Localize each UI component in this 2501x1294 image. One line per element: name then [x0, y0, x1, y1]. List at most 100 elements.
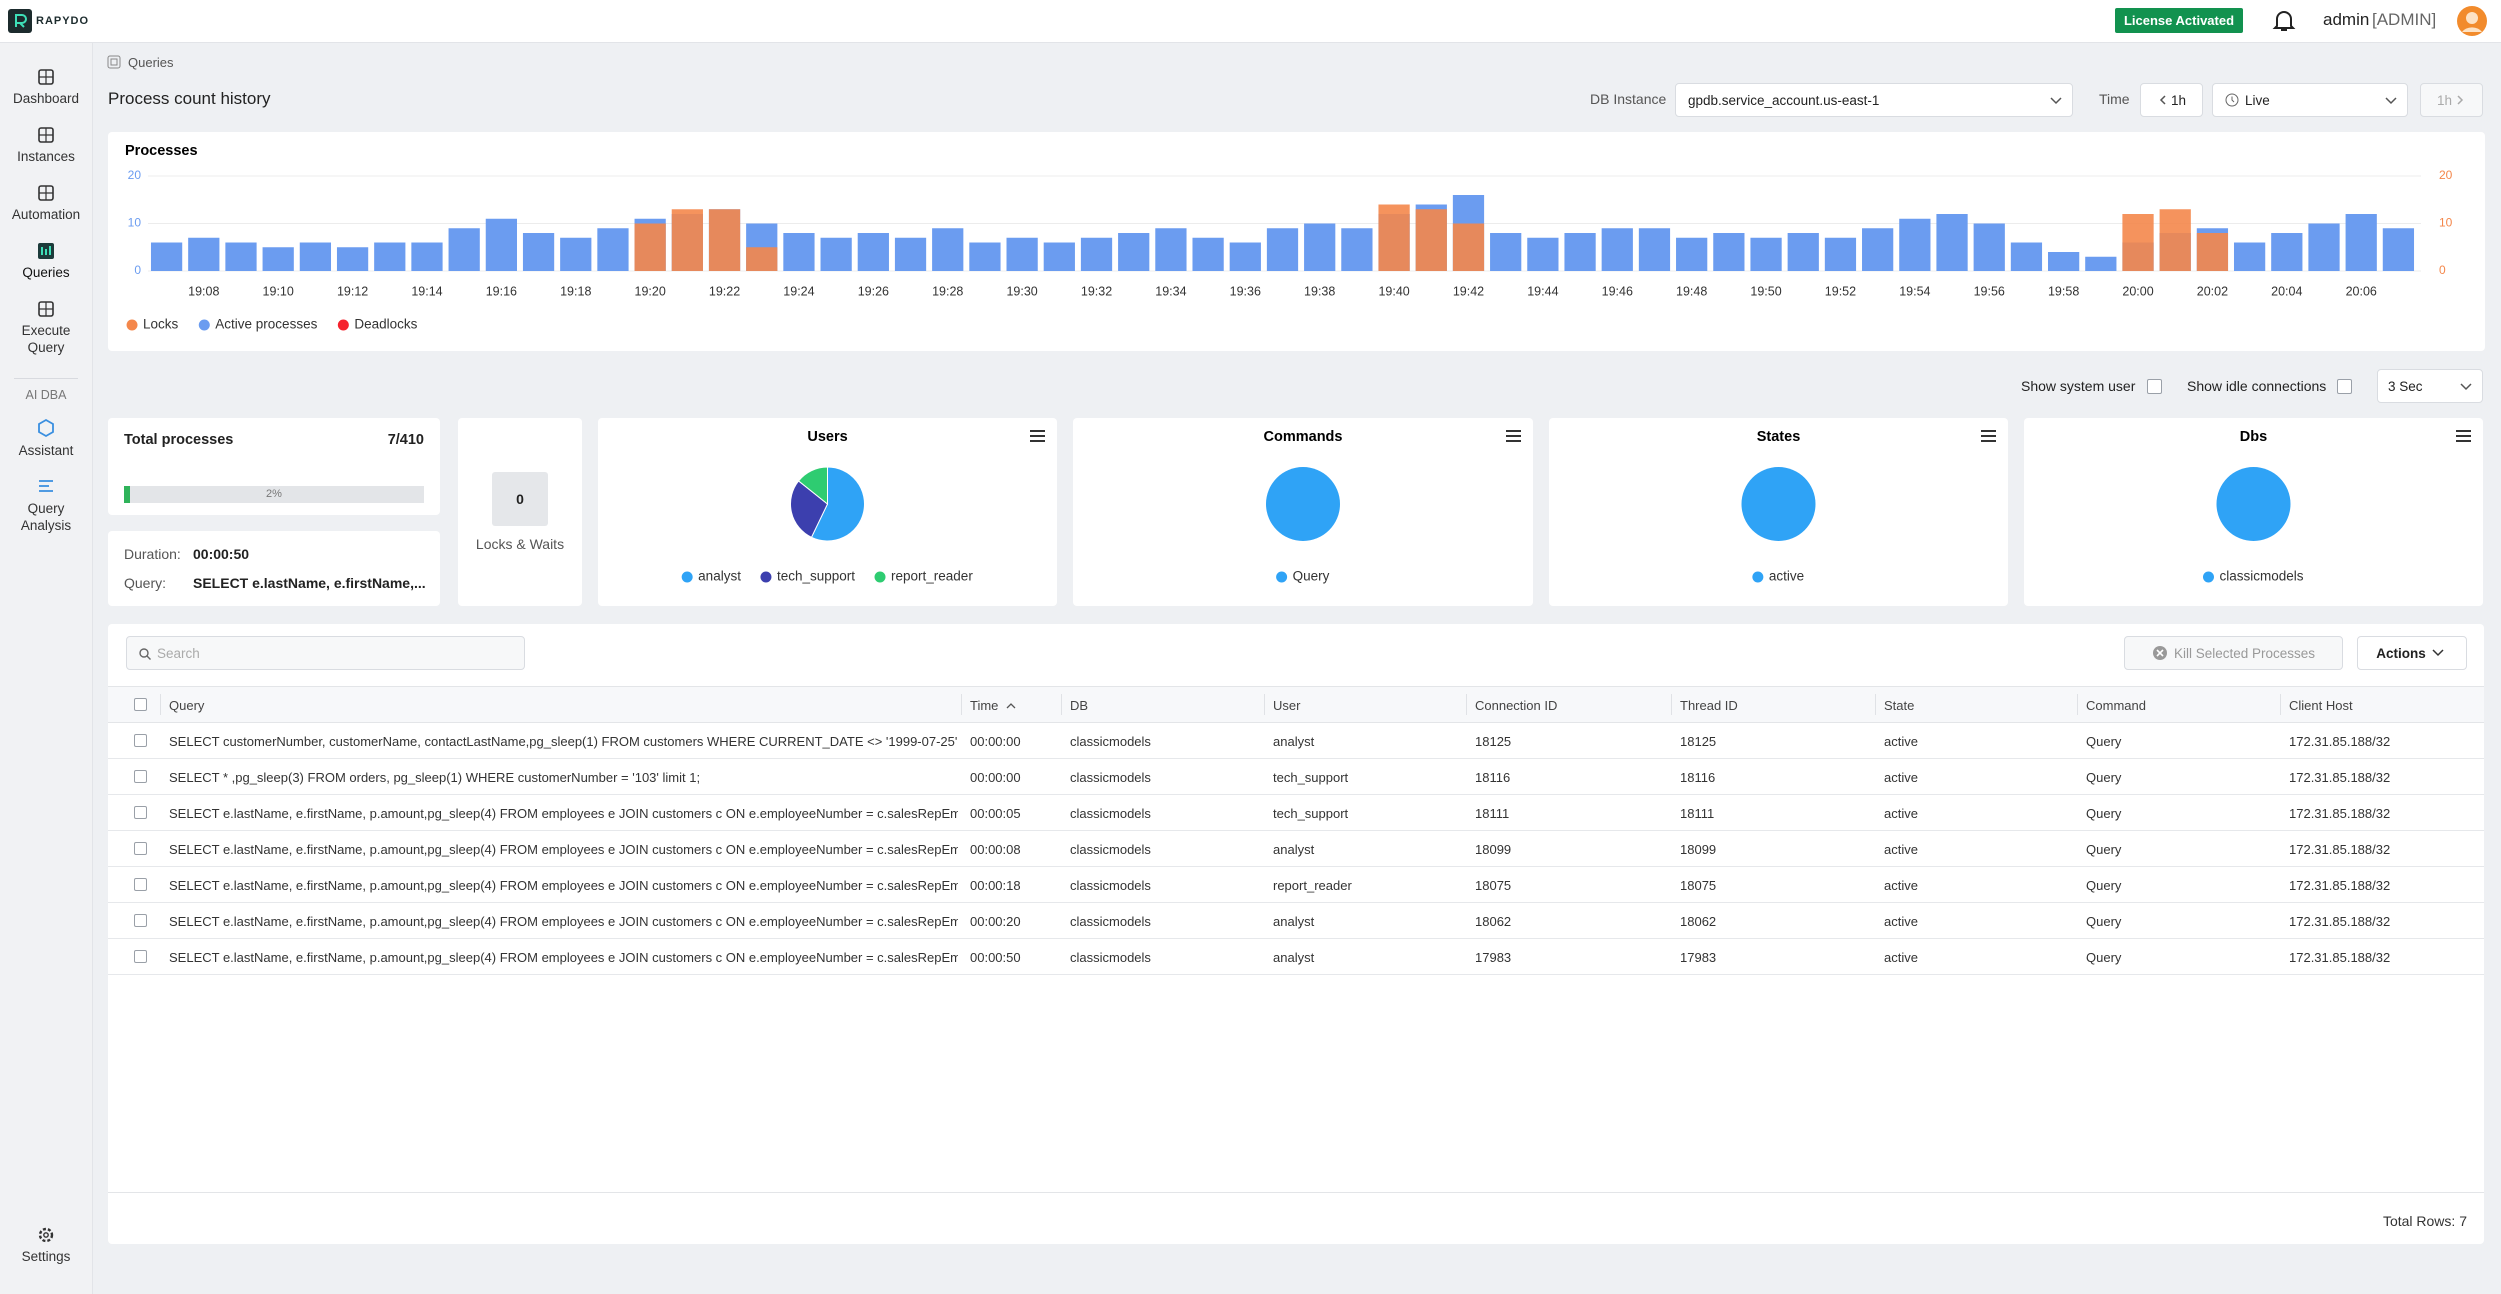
bar: [1266, 228, 1299, 271]
row-rule: [108, 794, 2484, 795]
bar: [1490, 233, 1522, 271]
row-checkbox[interactable]: [134, 878, 147, 891]
license-badge[interactable]: License Activated: [2115, 8, 2243, 33]
column-header[interactable]: Thread ID: [1680, 698, 1738, 713]
column-header[interactable]: Client Host: [2289, 698, 2353, 713]
x-tick-label: 19:30: [1006, 284, 1037, 298]
nav-label: Execute Query: [21, 323, 71, 355]
column-header[interactable]: Command: [2086, 698, 2146, 713]
row-checkbox[interactable]: [134, 914, 147, 927]
table-cell: tech_support: [1273, 806, 1349, 821]
bar: [2085, 256, 2117, 271]
nav-item[interactable]: Execute Query: [0, 300, 92, 356]
pie-slice: [1266, 467, 1340, 541]
chevron: [2050, 97, 2062, 105]
column-header[interactable]: DB: [1070, 698, 1089, 713]
table-cell: active: [1884, 950, 1918, 965]
bar: [634, 223, 666, 271]
table-cell: SELECT e.lastName, e.firstName, p.amount…: [169, 878, 958, 893]
row-checkbox[interactable]: [134, 806, 147, 819]
nav-item[interactable]: Instances: [0, 126, 92, 165]
column-header[interactable]: User: [1273, 698, 1301, 713]
notification-bell[interactable]: [2272, 8, 2296, 34]
user-name[interactable]: admin: [2323, 10, 2370, 29]
x-tick-label: 19:38: [1304, 284, 1335, 298]
column-header[interactable]: Connection ID: [1475, 698, 1558, 713]
kill-button[interactable]: Kill Selected Processes: [2124, 636, 2343, 670]
search-icon: [139, 648, 151, 660]
x-tick-label: 19:08: [188, 284, 219, 298]
mode-select[interactable]: Live: [2212, 83, 2408, 117]
icon-shape: [39, 128, 53, 142]
total-processes-title: Total processes: [124, 432, 234, 448]
bar: [1936, 214, 1968, 271]
db-instance-select[interactable]: gpdb.service_account.us-east-1: [1675, 83, 2073, 117]
idle-label: Show idle connections: [2187, 378, 2327, 394]
range-back[interactable]: 1h: [2140, 83, 2203, 117]
actions-button[interactable]: Actions: [2357, 636, 2467, 670]
table-cell: 18125: [1475, 734, 1512, 749]
bar: [2159, 209, 2191, 271]
row-checkbox[interactable]: [134, 842, 147, 855]
x-tick-label: 19:58: [2048, 284, 2079, 298]
table-cell: classicmodels: [1070, 878, 1151, 893]
icon-shape: [38, 418, 54, 438]
x-tick-label: 19:40: [1378, 284, 1409, 298]
menu-icon[interactable]: [1030, 430, 1045, 442]
row-checkbox[interactable]: [134, 770, 147, 783]
table-cell: 00:00:00: [970, 770, 1021, 785]
bar: [671, 209, 703, 271]
nav-label: Settings: [21, 1249, 71, 1264]
y-tick-label: 0: [134, 263, 141, 277]
y-tick-label: 10: [128, 216, 142, 230]
total-processes-card: Total processes 7/410 2%: [108, 418, 440, 515]
table-cell: active: [1884, 770, 1918, 785]
nav-item[interactable]: Dashboard: [0, 68, 92, 107]
avatar[interactable]: [2456, 5, 2488, 37]
search-box[interactable]: Search: [126, 636, 525, 670]
breadcrumb[interactable]: Queries: [128, 55, 174, 70]
nav-item[interactable]: Query Analysis: [0, 476, 92, 534]
menu-icon[interactable]: [1506, 430, 1521, 442]
menu-icon[interactable]: [1981, 430, 1996, 442]
x-tick-label: 19:18: [560, 284, 591, 298]
table-cell: 18111: [1680, 806, 1715, 821]
menu-icon[interactable]: [2456, 430, 2471, 442]
column-header[interactable]: Query: [169, 698, 205, 713]
total-rows: Total Rows: 7: [2382, 1213, 2467, 1229]
legend-swatch: [681, 571, 693, 583]
column-header[interactable]: Time: [970, 698, 999, 713]
table-cell: 00:00:05: [970, 806, 1021, 821]
nav-icon: [38, 185, 54, 201]
bar: [857, 233, 889, 271]
system-user-label: Show system user: [2021, 378, 2136, 394]
nav-label: Automation: [11, 207, 81, 222]
bar: [411, 242, 443, 271]
column-header[interactable]: State: [1884, 698, 1915, 713]
db-instance-label: DB Instance: [1590, 91, 1667, 107]
idle-checkbox[interactable]: [2337, 379, 2352, 394]
legend: active: [1752, 569, 1804, 584]
system-user-checkbox[interactable]: [2147, 379, 2162, 394]
range-forward[interactable]: 1h: [2420, 83, 2483, 117]
nav-section: AI DBA: [25, 388, 67, 402]
chevron-right: [2457, 95, 2464, 105]
table-cell: 18099: [1680, 842, 1717, 857]
nav-label: Assistant: [18, 443, 74, 458]
row-checkbox[interactable]: [134, 950, 147, 963]
nav-item[interactable]: Automation: [0, 184, 92, 223]
nav-item[interactable]: Settings: [0, 1226, 92, 1265]
nav-item[interactable]: Queries: [0, 242, 92, 281]
bar: [969, 242, 1001, 271]
table-cell: classicmodels: [1070, 842, 1151, 857]
table-cell: analyst: [1273, 950, 1315, 965]
row-checkbox[interactable]: [134, 734, 147, 747]
table-cell: 18062: [1475, 914, 1512, 929]
refresh-select[interactable]: 3 Sec: [2377, 369, 2483, 403]
time-label: Time: [2099, 91, 2130, 107]
table-cell: 18099: [1475, 842, 1512, 857]
x-tick-label: 19:20: [635, 284, 666, 298]
nav-item[interactable]: Assistant: [0, 418, 92, 459]
header-checkbox[interactable]: [134, 698, 147, 711]
